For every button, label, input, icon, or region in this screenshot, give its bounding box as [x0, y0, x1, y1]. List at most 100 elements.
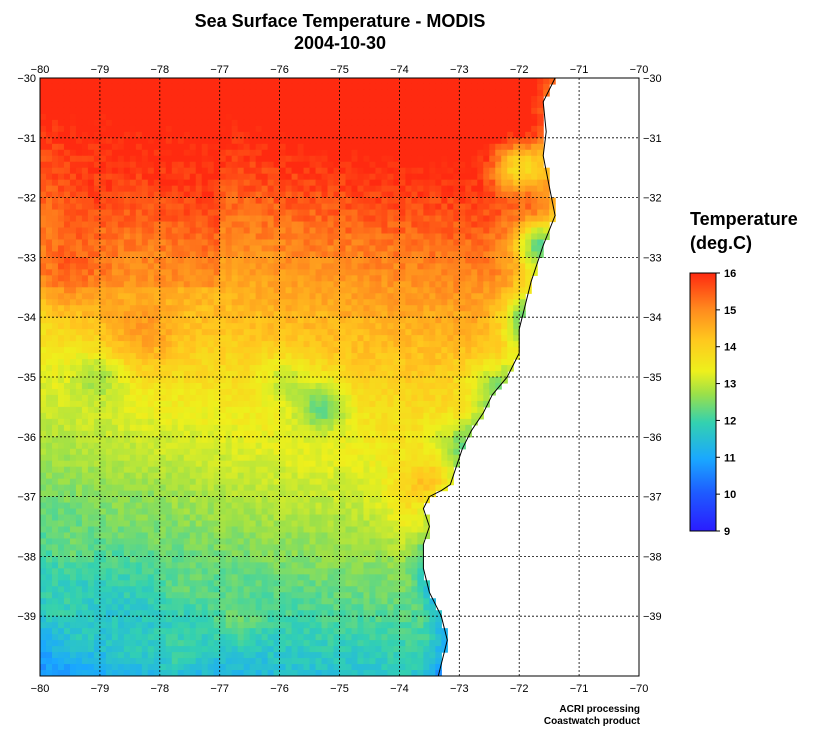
sst-cell: [327, 329, 335, 336]
sst-cell: [183, 359, 191, 366]
sst-cell: [63, 215, 71, 223]
sst-cell: [261, 125, 269, 133]
sst-cell: [249, 179, 257, 187]
sst-cell: [339, 137, 347, 145]
sst-cell: [327, 149, 335, 157]
sst-cell: [105, 299, 113, 306]
sst-cell: [129, 137, 137, 145]
sst-cell: [231, 329, 239, 336]
sst-cell: [351, 382, 359, 390]
sst-cell: [459, 382, 466, 390]
sst-cell: [411, 149, 418, 157]
sst-cell: [123, 221, 131, 229]
sst-cell: [333, 359, 341, 366]
sst-cell: [423, 173, 430, 181]
sst-cell: [63, 317, 71, 324]
sst-cell: [435, 311, 442, 318]
sst-cell: [519, 227, 526, 235]
sst-cell: [81, 197, 89, 205]
sst-cell: [339, 95, 347, 103]
sst-cell: [309, 197, 317, 205]
sst-cell: [219, 161, 227, 169]
sst-cell: [40, 125, 47, 133]
sst-cell: [369, 197, 377, 205]
sst-cell: [219, 251, 227, 258]
sst-cell: [483, 305, 490, 312]
sst-cell: [375, 287, 383, 294]
sst-cell: [75, 209, 83, 217]
sst-cell: [507, 155, 514, 163]
sst-cell: [321, 191, 329, 199]
sst-cell: [483, 353, 490, 360]
sst-cell: [393, 137, 400, 145]
sst-cell: [387, 365, 395, 372]
sst-cell: [327, 406, 335, 414]
sst-cell: [129, 388, 137, 396]
sst-cell: [399, 113, 406, 121]
sst-cell: [285, 418, 293, 426]
sst-cell: [57, 95, 65, 103]
sst-cell: [189, 269, 197, 276]
sst-cell: [285, 359, 293, 366]
sst-cell: [81, 257, 89, 264]
sst-cell: [63, 191, 71, 199]
sst-cell: [525, 155, 532, 163]
sst-cell: [495, 137, 502, 145]
sst-cell: [441, 155, 448, 163]
sst-cell: [333, 131, 341, 139]
sst-cell: [405, 227, 412, 235]
sst-cell: [129, 257, 137, 264]
sst-cell: [123, 281, 131, 288]
sst-cell: [363, 131, 371, 139]
sst-cell: [147, 107, 155, 115]
sst-cell: [195, 89, 203, 97]
sst-cell: [543, 173, 550, 181]
sst-cell: [483, 101, 490, 109]
sst-cell: [93, 382, 101, 390]
sst-cell: [81, 125, 89, 133]
sst-cell: [531, 173, 538, 181]
sst-cell: [459, 317, 466, 324]
sst-cell: [345, 131, 353, 139]
sst-cell: [105, 418, 113, 426]
sst-cell: [45, 436, 53, 444]
sst-cell: [51, 353, 59, 360]
sst-cell: [129, 251, 137, 258]
sst-cell: [447, 382, 454, 390]
sst-cell: [375, 137, 383, 145]
sst-cell: [123, 257, 131, 264]
sst-cell: [387, 382, 395, 390]
sst-cell: [75, 185, 83, 193]
sst-cell: [183, 107, 191, 115]
sst-cell: [483, 311, 490, 318]
sst-cell: [177, 335, 185, 342]
sst-cell: [381, 89, 389, 97]
sst-cell: [447, 78, 454, 85]
sst-cell: [219, 227, 227, 235]
sst-cell: [429, 137, 436, 145]
sst-cell: [543, 227, 550, 235]
sst-cell: [57, 149, 65, 157]
sst-cell: [261, 179, 269, 187]
sst-cell: [519, 131, 526, 139]
sst-cell: [261, 263, 269, 270]
sst-cell: [165, 353, 173, 360]
sst-cell: [495, 251, 502, 258]
sst-cell: [489, 371, 496, 378]
sst-cell: [207, 83, 215, 91]
sst-cell: [357, 365, 365, 372]
sst-cell: [75, 227, 83, 235]
sst-cell: [81, 173, 89, 181]
sst-cell: [189, 83, 197, 91]
sst-cell: [447, 131, 454, 139]
sst-cell: [489, 382, 496, 390]
sst-cell: [207, 436, 215, 444]
sst-cell: [40, 436, 47, 444]
sst-cell: [207, 257, 215, 264]
sst-cell: [81, 113, 89, 121]
sst-cell: [345, 197, 353, 205]
sst-cell: [129, 239, 137, 247]
sst-cell: [111, 275, 119, 282]
sst-cell: [333, 78, 341, 85]
sst-cell: [207, 359, 215, 366]
